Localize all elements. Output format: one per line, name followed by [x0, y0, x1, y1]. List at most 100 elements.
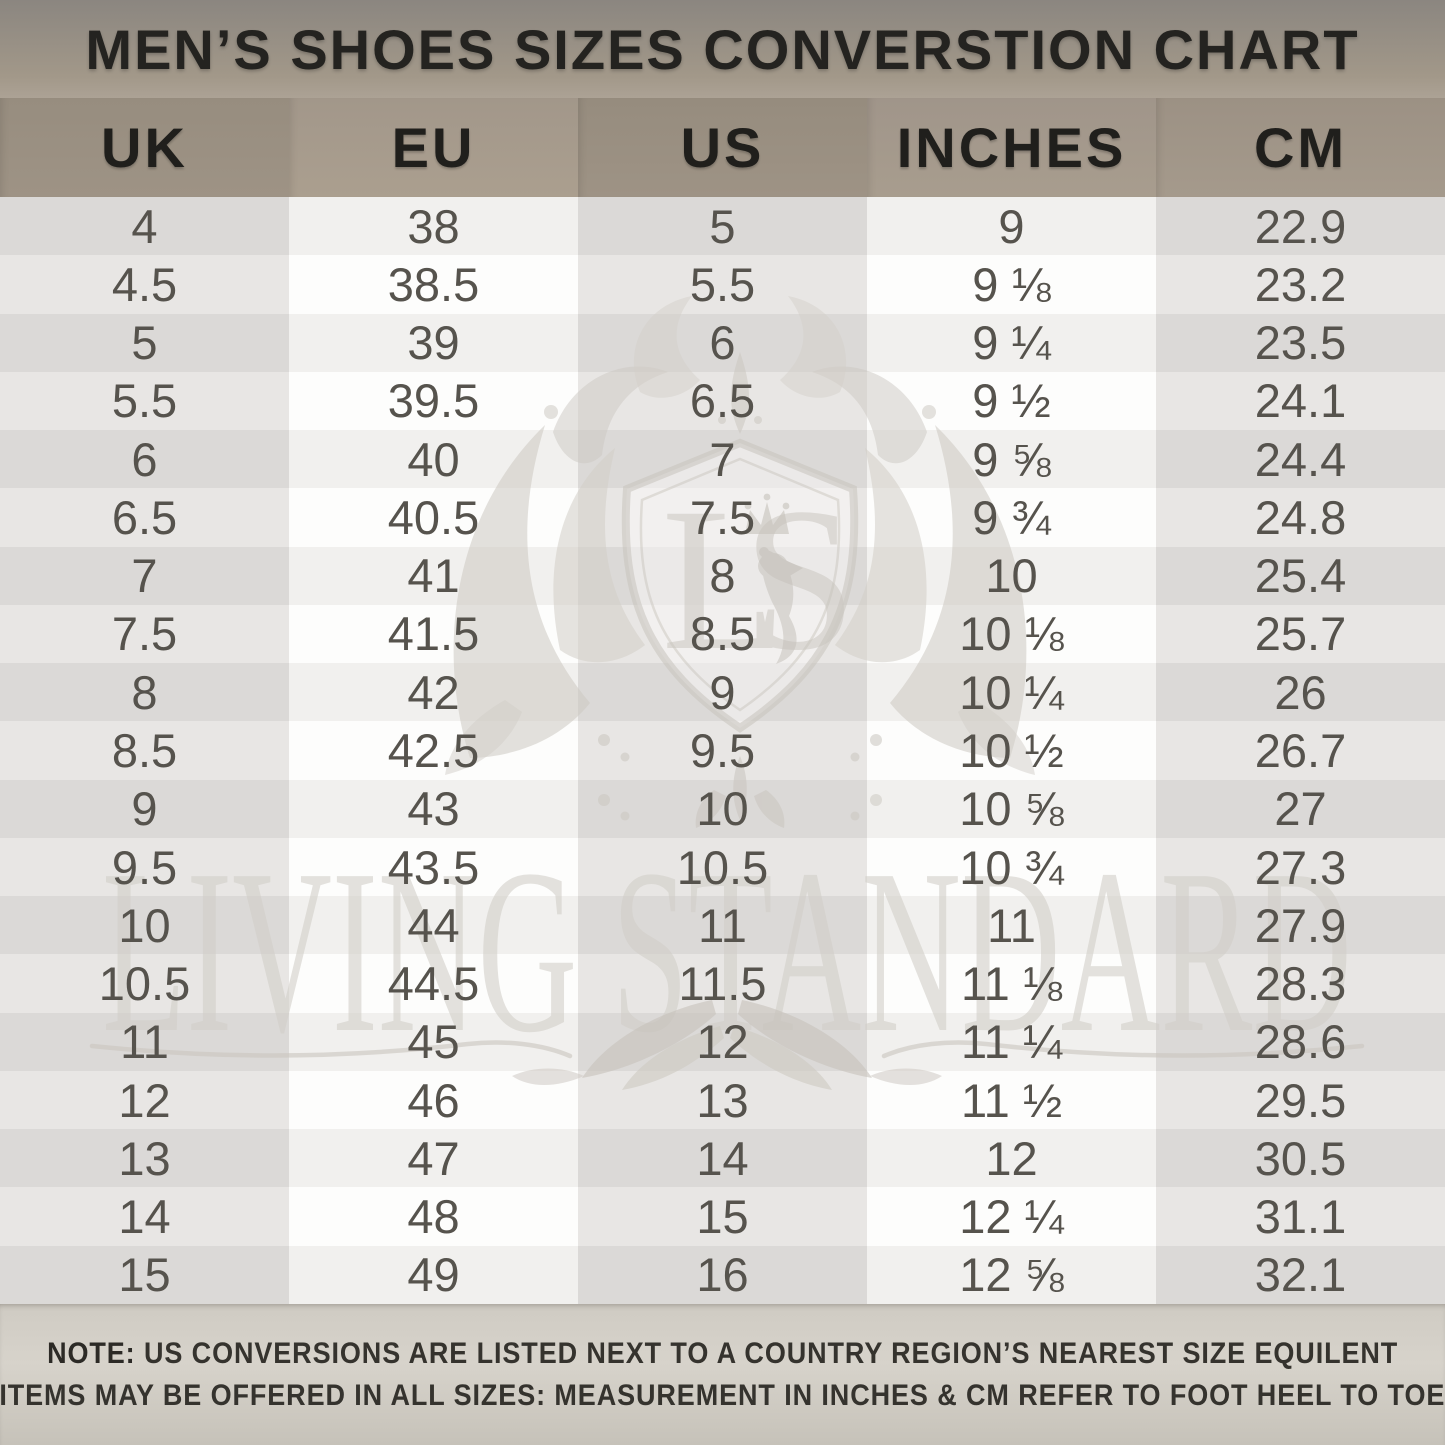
cell-background: [1156, 721, 1445, 780]
table-value-grid: 4 38 5 9 22.9 4.5 38.5 5.5 9 ⅛ 23.2 5 39 6 9 ¼ 23.5 5.5…: [0, 197, 1445, 1304]
cell-uk-row18: 14: [118, 1190, 171, 1244]
cell-us-row10: 9.5: [689, 723, 756, 777]
cell-background: [1156, 430, 1445, 489]
cell-background: [0, 546, 289, 605]
cell-background: [1156, 663, 1445, 722]
cell-inches-row12: 10 ¾: [959, 840, 1064, 894]
cell-background: [0, 604, 289, 664]
cell-inches-row8: 10 ⅛: [959, 607, 1064, 661]
cell-background: [0, 430, 289, 489]
cell-inches-row6: 9 ¾: [972, 490, 1051, 544]
cell-background: [867, 1245, 1156, 1304]
cell-cm-row4: 24.1: [1254, 374, 1347, 428]
cell-background: [1156, 488, 1445, 547]
cell-eu-row13: 44: [407, 898, 460, 952]
cell-background: [867, 197, 1156, 256]
cell-inches-row19: 12 ⅝: [959, 1248, 1064, 1302]
cell-eu-row8: 41.5: [387, 607, 480, 661]
cell-inches-row2: 9 ⅛: [972, 257, 1051, 311]
cell-inches-row13: 11: [987, 898, 1036, 952]
cell-uk-row9: 8: [131, 665, 158, 719]
note-line-2: ITEMS MAY BE OFFERED IN ALL SIZES: MEASU…: [0, 1378, 1445, 1412]
cell-background: [0, 313, 289, 372]
cell-us-row15: 12: [696, 1015, 749, 1069]
cell-uk-row6: 6.5: [111, 490, 178, 544]
cell-cm-row7: 25.4: [1254, 549, 1347, 603]
cell-inches-row3: 9 ¼: [972, 316, 1051, 370]
cell-background: [578, 837, 867, 897]
cell-cm-row18: 31.1: [1254, 1190, 1347, 1244]
cell-us-row6: 7.5: [689, 490, 756, 544]
cell-background: [289, 197, 578, 256]
cell-background: [0, 488, 289, 547]
cell-inches-row15: 11 ¼: [960, 1015, 1063, 1069]
cell-background: [1156, 313, 1445, 372]
cell-eu-row17: 47: [407, 1131, 460, 1185]
cell-cm-row19: 32.1: [1254, 1248, 1347, 1302]
cell-background: [0, 197, 289, 256]
cell-background: [289, 837, 578, 897]
cell-background: [1156, 197, 1445, 256]
cell-uk-row10: 8.5: [111, 723, 178, 777]
cell-inches-row9: 10 ¼: [959, 665, 1064, 719]
title-band: MEN’S SHOES SIZES CONVERSTION CHART: [0, 0, 1445, 98]
cell-background: [1156, 837, 1445, 897]
table-body: 4 38 5 9 22.9 4.5 38.5 5.5 9 ⅛ 23.2 5 39 6 9 ¼ 23.5 5.5…: [0, 197, 1445, 1304]
cell-us-row19: 16: [696, 1248, 749, 1302]
cell-us-row11: 10: [696, 782, 749, 836]
column-header-eu: EU: [289, 98, 578, 197]
cell-background: [578, 896, 867, 955]
cell-us-row14: 11.5: [678, 957, 767, 1011]
cell-background: [578, 1187, 867, 1246]
cell-background: [578, 1245, 867, 1304]
cell-eu-row1: 38: [407, 199, 460, 253]
note-line-1-text: US CONVERSIONS ARE LISTED NEXT TO A COUN…: [135, 1336, 1399, 1370]
cell-background: [289, 896, 578, 955]
cell-eu-row11: 43: [407, 782, 460, 836]
cell-background: [0, 779, 289, 838]
footer-note: NOTE: US CONVERSIONS ARE LISTED NEXT TO …: [0, 1304, 1445, 1445]
cell-background: [0, 837, 289, 897]
cell-us-row4: 6.5: [689, 374, 756, 428]
cell-inches-row11: 10 ⅝: [959, 782, 1064, 836]
cell-eu-row2: 38.5: [387, 257, 480, 311]
cell-background: [289, 1245, 578, 1304]
cell-uk-row2: 4.5: [111, 257, 178, 311]
column-header-us: US: [578, 98, 867, 197]
cell-cm-row6: 24.8: [1254, 490, 1347, 544]
cell-eu-row18: 48: [407, 1190, 460, 1244]
page-title: MEN’S SHOES SIZES CONVERSTION CHART: [85, 18, 1360, 81]
column-header-cm: CM: [1156, 98, 1445, 197]
column-header-row: UK EU US INCHES CM: [0, 98, 1445, 197]
column-header-uk: UK: [0, 98, 289, 197]
cell-inches-row10: 10 ½: [959, 723, 1064, 777]
cell-uk-row5: 6: [131, 432, 158, 486]
cell-us-row8: 8.5: [689, 607, 756, 661]
cell-cm-row2: 23.2: [1254, 257, 1347, 311]
cell-uk-row11: 9: [131, 782, 158, 836]
cell-background: [0, 1187, 289, 1246]
cell-eu-row14: 44.5: [387, 957, 480, 1011]
cell-background: [0, 663, 289, 722]
cell-cm-row17: 30.5: [1254, 1131, 1347, 1185]
cell-eu-row15: 45: [407, 1015, 460, 1069]
note-line-1: NOTE: US CONVERSIONS ARE LISTED NEXT TO …: [47, 1337, 1398, 1371]
cell-cm-row16: 29.5: [1254, 1073, 1347, 1127]
cell-us-row18: 15: [696, 1190, 749, 1244]
cell-cm-row12: 27.3: [1254, 840, 1347, 894]
cell-background: [1156, 255, 1445, 314]
cell-background: [289, 1129, 578, 1188]
cell-cm-row13: 27.9: [1254, 898, 1347, 952]
cell-eu-row10: 42.5: [387, 723, 480, 777]
table-background-grid: [0, 197, 1445, 1304]
cell-uk-row3: 5: [131, 316, 158, 370]
cell-us-row5: 7: [709, 432, 736, 486]
cell-background: [1156, 1129, 1445, 1188]
cell-eu-row5: 40: [407, 432, 460, 486]
cell-background: [867, 1187, 1156, 1246]
cell-eu-row16: 46: [407, 1073, 460, 1127]
cell-background: [578, 1129, 867, 1188]
cell-uk-row8: 7.5: [111, 607, 178, 661]
column-header-inches: INCHES: [867, 98, 1156, 197]
